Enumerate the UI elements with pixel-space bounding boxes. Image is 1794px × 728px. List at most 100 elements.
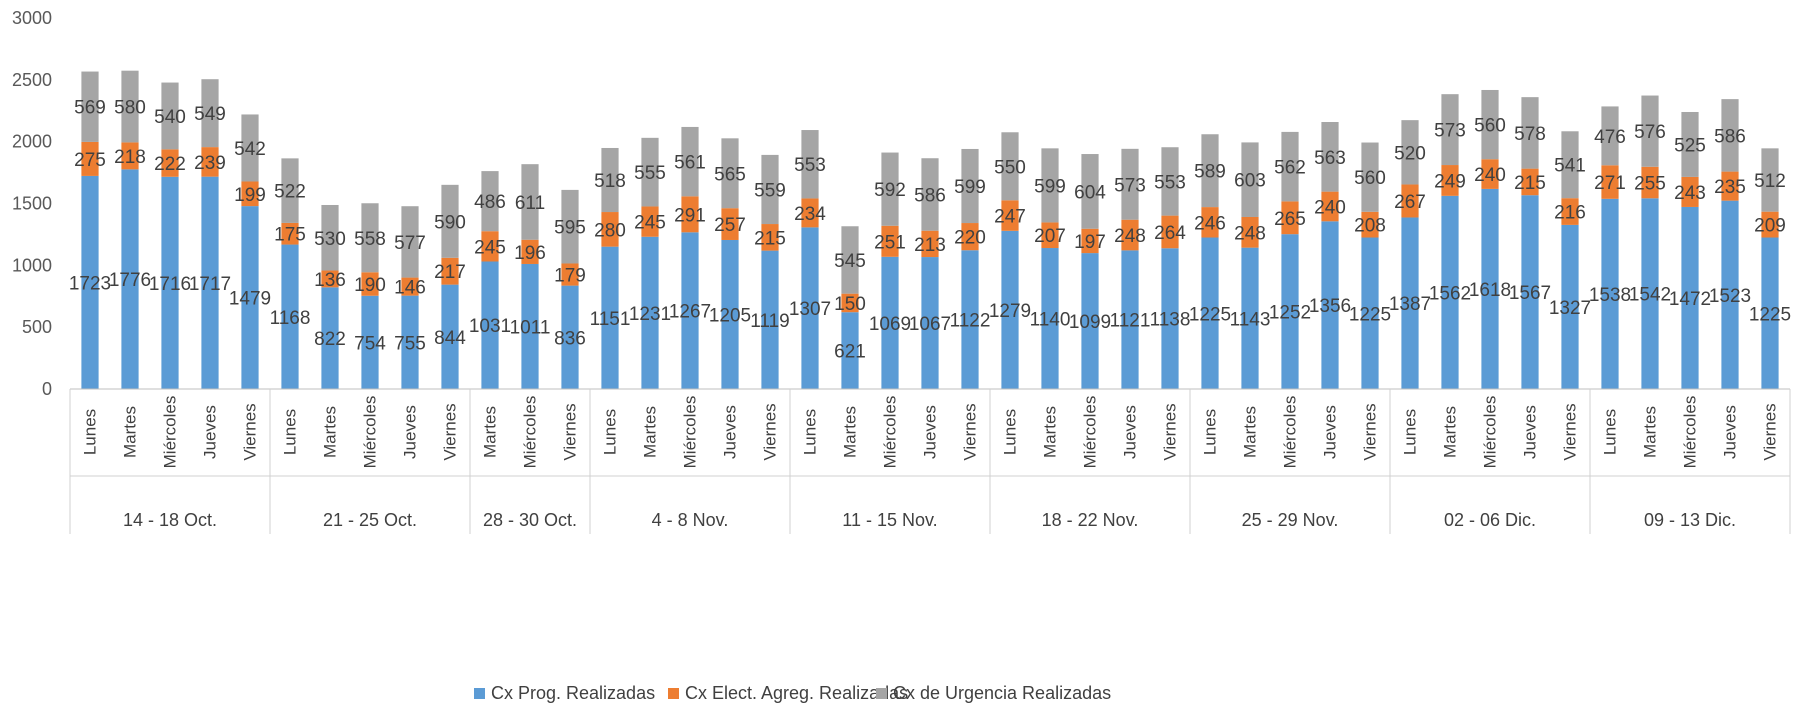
- bar-segment: [1721, 99, 1739, 172]
- bar-segment: [281, 158, 299, 223]
- bar-segment: [1361, 211, 1379, 238]
- group-label: 02 - 06 Dic.: [1444, 510, 1536, 530]
- bar-segment: [121, 169, 139, 389]
- data-label: 590: [434, 212, 466, 233]
- group-label: 18 - 22 Nov.: [1042, 510, 1139, 530]
- data-label: 239: [194, 153, 226, 174]
- bar-segment: [401, 277, 419, 296]
- bar-segment: [201, 79, 219, 148]
- data-label: 573: [1434, 121, 1466, 142]
- bar-segment: [1361, 237, 1379, 389]
- data-label: 1205: [709, 305, 751, 326]
- data-label: 1121: [1110, 311, 1151, 332]
- bar-segment: [321, 270, 339, 288]
- data-label: 1618: [1469, 280, 1511, 301]
- bar-segment: [1401, 184, 1419, 218]
- category-label: Lunes: [1001, 409, 1020, 455]
- legend: Cx Prog. Realizadas Cx Elect. Agreg. Real…: [474, 683, 1111, 703]
- bar-segment: [1321, 221, 1339, 389]
- bar-segment: [721, 138, 739, 209]
- bars: [81, 70, 1779, 389]
- bar-segment: [81, 71, 99, 142]
- bar-segment: [1161, 248, 1179, 389]
- bar-segment: [881, 256, 899, 389]
- bar-segment: [441, 284, 459, 389]
- bar-segment: [1201, 237, 1219, 389]
- category-label: Martes: [641, 406, 660, 458]
- data-label: 1069: [869, 314, 911, 335]
- bar-segment: [401, 295, 419, 389]
- bar-segment: [1281, 234, 1299, 389]
- bar-segment: [601, 212, 619, 247]
- data-label: 755: [394, 333, 426, 354]
- data-label: 267: [1394, 192, 1426, 213]
- y-tick-label: 1500: [12, 194, 52, 214]
- bar-segment: [1241, 142, 1259, 217]
- data-label: 1138: [1150, 310, 1191, 331]
- category-label: Lunes: [801, 409, 820, 455]
- data-label: 599: [954, 177, 986, 198]
- bar-segment: [841, 293, 859, 313]
- data-label: 265: [1274, 209, 1306, 230]
- data-labels: 1723 275 569 1776 218 580 1716 222 540 1717 239 549…: [69, 98, 1791, 363]
- data-label: 1327: [1549, 298, 1591, 319]
- data-label: 271: [1594, 173, 1626, 194]
- legend-swatch: [474, 688, 485, 699]
- data-label: 1225: [1349, 304, 1391, 325]
- data-label: 243: [1674, 183, 1706, 204]
- bar-segment: [1121, 219, 1139, 251]
- category-label: Viernes: [1561, 403, 1580, 460]
- bar-segment: [1401, 120, 1419, 185]
- data-label: 275: [74, 150, 106, 171]
- bar-segment: [1521, 97, 1539, 169]
- data-label: 569: [74, 98, 106, 119]
- bar-segment: [921, 230, 939, 258]
- bar-segment: [1481, 89, 1499, 160]
- category-label: Miércoles: [681, 396, 700, 469]
- bar-segment: [1401, 217, 1419, 389]
- data-label: 586: [914, 185, 946, 206]
- bar-segment: [1481, 188, 1499, 389]
- bar-segment: [1641, 95, 1659, 167]
- category-label: Jueves: [201, 405, 220, 459]
- data-label: 1542: [1629, 285, 1671, 306]
- bar-segment: [1521, 168, 1539, 196]
- bar-segment: [1601, 106, 1619, 166]
- data-label: 216: [1554, 203, 1586, 224]
- bar-segment: [1121, 148, 1139, 220]
- bar-segment: [1521, 195, 1539, 389]
- data-label: 213: [914, 235, 946, 256]
- category-label: Viernes: [1361, 403, 1380, 460]
- bar-segment: [441, 257, 459, 285]
- category-label: Lunes: [281, 409, 300, 455]
- bar-segment: [1441, 94, 1459, 166]
- data-label: 541: [1554, 156, 1586, 177]
- bar-segment: [761, 154, 779, 225]
- bar-segment: [201, 147, 219, 177]
- bar-segment: [241, 114, 259, 182]
- data-label: 599: [1034, 176, 1066, 197]
- data-label: 553: [1154, 172, 1186, 193]
- bar-segment: [1281, 201, 1299, 235]
- category-label: Viernes: [561, 403, 580, 460]
- group-label: 11 - 15 Nov.: [842, 510, 937, 530]
- bar-segment: [561, 285, 579, 389]
- bar-segment: [561, 263, 579, 286]
- bar-segment: [1241, 247, 1259, 389]
- data-label: 1479: [229, 289, 271, 310]
- category-label: Martes: [1441, 406, 1460, 458]
- bar-segment: [961, 223, 979, 251]
- category-label: Jueves: [1521, 405, 1540, 459]
- data-label: 1356: [1309, 296, 1351, 317]
- data-label: 179: [554, 266, 586, 287]
- data-label: 255: [1634, 174, 1666, 195]
- bar-segment: [641, 236, 659, 389]
- data-label: 215: [754, 228, 786, 249]
- bar-segment: [81, 141, 99, 176]
- category-label: Miércoles: [361, 396, 380, 469]
- category-label: Jueves: [401, 405, 420, 459]
- bar-segment: [241, 206, 259, 389]
- bar-segment: [761, 250, 779, 389]
- bar-segment: [161, 82, 179, 150]
- data-label: 175: [274, 225, 306, 246]
